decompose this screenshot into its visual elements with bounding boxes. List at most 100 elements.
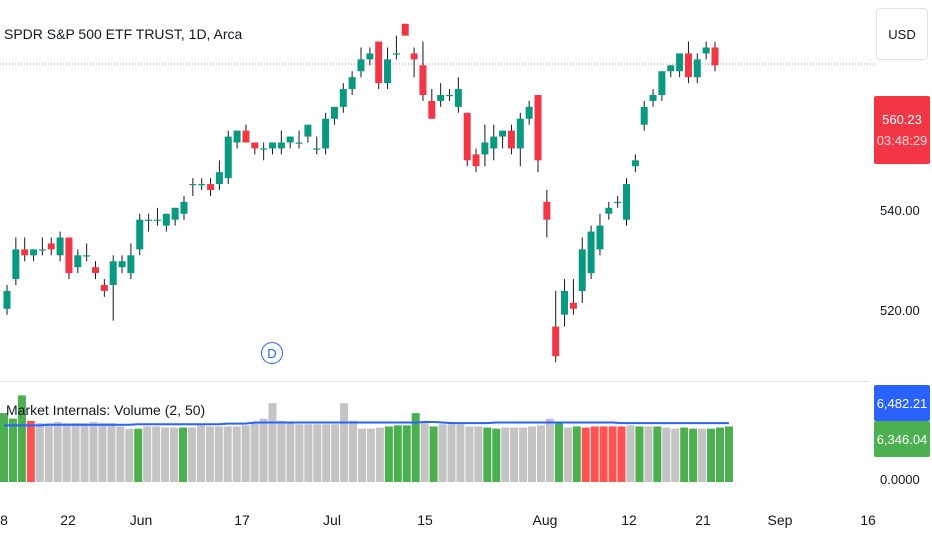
volume-bar <box>510 427 519 482</box>
volume-bar <box>644 426 653 482</box>
currency-button[interactable]: USD <box>876 8 928 60</box>
candle-body <box>561 290 569 315</box>
candle-body <box>330 106 338 119</box>
volume-ma-line <box>4 421 729 427</box>
volume-bar <box>322 424 331 482</box>
volume-bar <box>8 418 17 482</box>
candle-body <box>605 207 613 214</box>
candlestick-series <box>3 23 719 363</box>
candle-body <box>366 53 374 60</box>
volume-bar <box>116 426 125 482</box>
volume-bar <box>268 403 277 482</box>
volume-bar <box>447 424 456 482</box>
time-axis-label: Jun <box>129 512 153 528</box>
volume-bar <box>563 427 572 482</box>
candle-body <box>684 53 692 78</box>
candle-body <box>410 53 418 60</box>
volume-bar <box>554 423 563 482</box>
volume-axis-zero-label: 0.0000 <box>880 472 920 487</box>
volume-bar <box>134 428 143 482</box>
indicator-title[interactable]: Market Internals: Volume (2, 50) <box>6 402 206 418</box>
volume-bar <box>205 426 214 482</box>
candle-body <box>153 219 161 221</box>
candle-body <box>109 261 117 285</box>
candle-body <box>472 154 480 167</box>
candle-body <box>631 160 639 167</box>
volume-bar <box>62 423 71 482</box>
candle-body <box>207 184 215 190</box>
candle-body <box>295 142 303 144</box>
volume-bar <box>537 425 545 482</box>
candle-body <box>198 184 206 186</box>
candle-body <box>313 148 321 150</box>
candle-body <box>640 106 648 125</box>
candle-body <box>286 136 294 143</box>
candle-body <box>74 255 82 268</box>
candle-body <box>21 249 29 256</box>
candle-body <box>499 130 507 137</box>
candle-body <box>676 53 684 72</box>
volume-bar <box>707 428 716 482</box>
volume-bar <box>698 428 707 482</box>
volume-bar <box>349 420 358 482</box>
time-axis-label: Sep <box>767 512 793 528</box>
volume-bar <box>590 426 599 482</box>
candle-body <box>667 65 675 72</box>
volume-bar <box>304 424 313 482</box>
time-axis-label: 16 <box>860 512 876 528</box>
volume-bar <box>0 413 8 482</box>
volume-bar <box>393 425 402 482</box>
candle-body <box>136 219 144 250</box>
volume-bar <box>26 420 35 482</box>
volume-bar <box>89 422 98 482</box>
volume-bar <box>152 426 161 482</box>
volume-bar <box>411 413 420 482</box>
volume-bar <box>572 426 581 482</box>
volume-bar <box>259 418 268 482</box>
time-axis-label: 21 <box>695 512 711 528</box>
volume-bar <box>465 426 474 482</box>
candle-body <box>171 207 179 220</box>
pane-divider[interactable] <box>0 381 870 382</box>
volume-bar <box>519 427 528 482</box>
candle-body <box>401 23 409 36</box>
dividend-marker[interactable]: D <box>261 342 283 364</box>
candle-body <box>375 41 383 84</box>
volume-bar <box>286 422 295 482</box>
candle-body <box>614 201 622 204</box>
candle-body <box>38 249 46 251</box>
candle-body <box>437 95 445 101</box>
candle-body <box>251 142 259 149</box>
candle-body <box>552 326 560 357</box>
candle-body <box>189 184 197 186</box>
volume-bar <box>17 395 26 482</box>
volume-bar <box>366 428 375 482</box>
volume-bar <box>438 424 447 482</box>
candle-body <box>587 231 595 274</box>
volume-bar <box>626 425 635 482</box>
volume-bar <box>599 426 608 482</box>
volume-bar <box>483 427 492 482</box>
current-price-value: 560.23 <box>882 112 922 127</box>
volume-value-tag: 6,346.04 <box>874 421 930 457</box>
volume-bar <box>528 426 537 482</box>
candle-body <box>693 59 701 78</box>
candle-body <box>428 100 436 119</box>
volume-bar <box>71 423 80 482</box>
volume-bar <box>375 427 384 482</box>
candle-body <box>658 71 666 95</box>
candle-body <box>322 118 330 149</box>
volume-bar <box>671 428 680 482</box>
volume-bar <box>295 424 304 482</box>
candle-body <box>100 285 108 291</box>
volume-bar <box>53 422 62 482</box>
symbol-title[interactable]: SPDR S&P 500 ETF TRUST, 1D, Arca <box>4 26 243 42</box>
current-price-tag: 560.23 03:48:29 <box>874 96 930 164</box>
volume-bar <box>456 424 465 482</box>
candle-body <box>454 89 462 107</box>
volume-bar <box>402 425 411 482</box>
candle-body <box>534 95 542 161</box>
volume-bar <box>161 427 170 482</box>
volume-bar <box>35 423 44 482</box>
